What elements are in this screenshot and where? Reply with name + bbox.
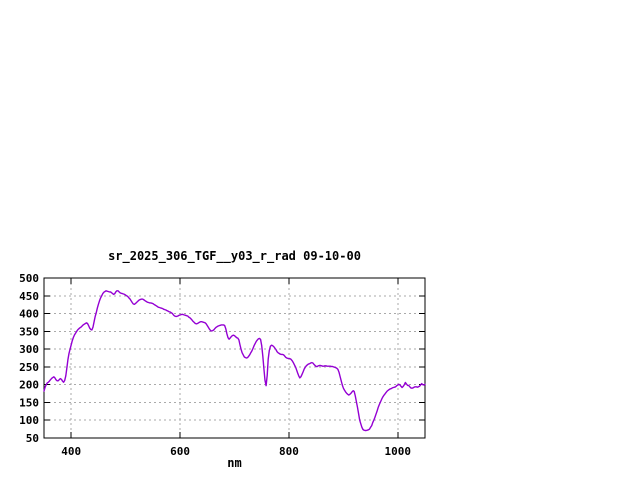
x-axis-label: nm <box>227 456 242 470</box>
grid-lines <box>44 278 425 438</box>
x-tick-label: 400 <box>61 445 81 458</box>
x-tick-label: 600 <box>170 445 190 458</box>
y-tick-label: 500 <box>19 272 39 285</box>
y-tick-label: 400 <box>19 308 39 321</box>
x-tick-label: 800 <box>279 445 299 458</box>
y-tick-label: 350 <box>19 325 39 338</box>
y-tick-label: 150 <box>19 396 39 409</box>
tick-marks <box>44 277 425 439</box>
y-tick-label: 450 <box>19 290 39 303</box>
tick-labels: 50 100 150 200 250 300 350 400 450 500 400 600 800 10… <box>19 272 411 458</box>
x-tick-label: 1000 <box>385 445 412 458</box>
y-tick-label: 100 <box>19 414 39 427</box>
y-tick-label: 250 <box>19 361 39 374</box>
plot-border <box>43 277 426 439</box>
y-tick-label: 50 <box>26 432 39 445</box>
y-tick-label: 300 <box>19 343 39 356</box>
chart-title: sr_2025_306_TGF__y03_r_rad 09-10-00 <box>108 249 361 263</box>
series-line <box>43 290 426 432</box>
y-tick-label: 200 <box>19 379 39 392</box>
